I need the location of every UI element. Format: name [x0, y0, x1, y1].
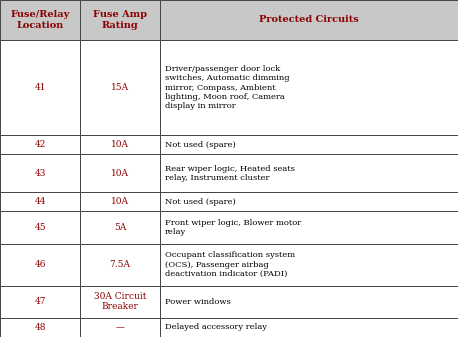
- Bar: [80, 285, 160, 318]
- Bar: [80, 0, 160, 40]
- Text: 10A: 10A: [111, 140, 129, 149]
- Bar: [160, 211, 458, 244]
- Bar: [160, 192, 458, 211]
- Bar: [160, 40, 458, 135]
- Text: Delayed accessory relay: Delayed accessory relay: [165, 324, 267, 332]
- Text: Fuse/Relay
Location: Fuse/Relay Location: [11, 10, 70, 30]
- Bar: [80, 192, 160, 211]
- Text: —: —: [116, 323, 125, 332]
- Text: 10A: 10A: [111, 197, 129, 206]
- Text: 10A: 10A: [111, 169, 129, 178]
- Bar: [0, 318, 80, 337]
- Bar: [0, 192, 80, 211]
- Bar: [160, 135, 458, 154]
- Bar: [80, 244, 160, 285]
- Text: 43: 43: [34, 169, 46, 178]
- Bar: [0, 244, 80, 285]
- Bar: [0, 40, 80, 135]
- Text: 7.5A: 7.5A: [110, 260, 131, 269]
- Text: 42: 42: [34, 140, 46, 149]
- Bar: [0, 211, 80, 244]
- Text: 44: 44: [34, 197, 46, 206]
- Bar: [160, 154, 458, 192]
- Bar: [80, 318, 160, 337]
- Bar: [80, 154, 160, 192]
- Bar: [160, 0, 458, 40]
- Text: Front wiper logic, Blower motor
relay: Front wiper logic, Blower motor relay: [165, 219, 301, 236]
- Bar: [0, 285, 80, 318]
- Bar: [80, 211, 160, 244]
- Text: 41: 41: [34, 83, 46, 92]
- Text: Protected Circuits: Protected Circuits: [259, 16, 359, 25]
- Text: Fuse Amp
Rating: Fuse Amp Rating: [93, 10, 147, 30]
- Bar: [160, 285, 458, 318]
- Bar: [80, 40, 160, 135]
- Text: 48: 48: [34, 323, 46, 332]
- Text: 5A: 5A: [114, 223, 126, 232]
- Text: Not used (spare): Not used (spare): [165, 141, 235, 149]
- Bar: [0, 154, 80, 192]
- Text: 47: 47: [34, 297, 46, 306]
- Bar: [0, 0, 80, 40]
- Text: Not used (spare): Not used (spare): [165, 198, 235, 206]
- Text: 45: 45: [34, 223, 46, 232]
- Bar: [160, 318, 458, 337]
- Text: 30A Circuit
Breaker: 30A Circuit Breaker: [94, 292, 147, 311]
- Text: 15A: 15A: [111, 83, 129, 92]
- Text: Occupant classification system
(OCS), Passenger airbag
deactivation indicator (P: Occupant classification system (OCS), Pa…: [165, 251, 295, 278]
- Text: Rear wiper logic, Heated seats
relay, Instrument cluster: Rear wiper logic, Heated seats relay, In…: [165, 165, 295, 182]
- Bar: [80, 135, 160, 154]
- Bar: [0, 135, 80, 154]
- Text: 46: 46: [34, 260, 46, 269]
- Text: Driver/passenger door lock
switches, Automatic dimming
mirror, Compass, Ambient
: Driver/passenger door lock switches, Aut…: [165, 65, 289, 110]
- Bar: [160, 244, 458, 285]
- Text: Power windows: Power windows: [165, 298, 231, 306]
